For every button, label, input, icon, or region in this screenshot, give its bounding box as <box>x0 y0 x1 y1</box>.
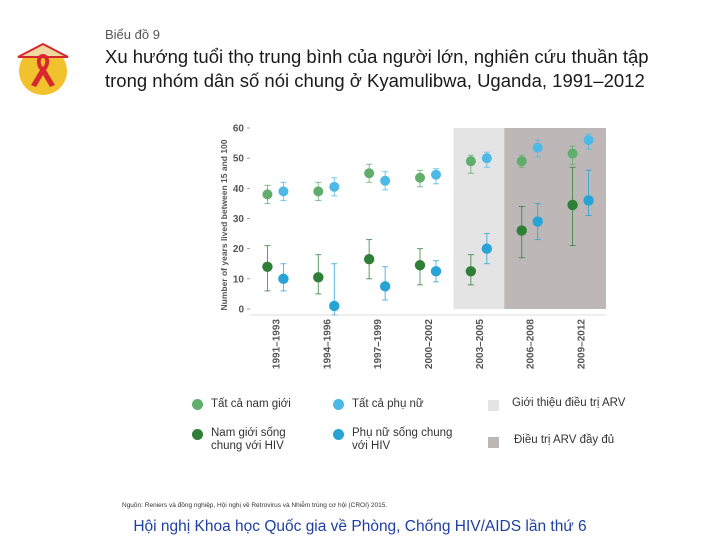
data-point <box>481 243 493 254</box>
y-tick-label: 50 <box>233 154 245 165</box>
x-tick-label: 1997–1999 <box>373 319 384 369</box>
legend-swatch-full-arv <box>488 437 499 448</box>
data-point <box>516 225 527 236</box>
data-point <box>567 199 578 211</box>
data-point <box>329 181 340 192</box>
legend-label-women-hiv: Phụ nữ sống chung với HIV <box>352 427 453 452</box>
data-point <box>380 175 391 186</box>
legend-swatch-women <box>333 399 344 410</box>
figure-number: Biểu đồ 9 <box>105 27 160 42</box>
y-axis-label: Number of years lived between 15 and 100 <box>219 139 229 310</box>
legend-swatch-men <box>192 399 203 410</box>
conference-footer: Hội nghị Khoa học Quốc gia về Phòng, Chố… <box>133 518 587 535</box>
data-point <box>262 189 273 200</box>
legend-swatch-women-hiv <box>333 429 344 440</box>
data-point <box>379 281 391 292</box>
data-point <box>329 300 340 312</box>
legend-swatch-men-hiv <box>192 429 203 440</box>
data-point <box>465 156 476 167</box>
legend-label-all-women: Tất cả phụ nữ <box>352 398 424 410</box>
legend-label-arv-intro: Giới thiệu điều trị ARV <box>512 397 626 409</box>
data-point <box>465 266 477 277</box>
x-tick-label: 2000–2002 <box>424 319 435 369</box>
x-tick-label: 1991–1993 <box>271 319 282 369</box>
y-tick-label: 20 <box>233 244 245 255</box>
logo-ribbon <box>31 54 55 87</box>
source-note: Nguồn: Reniers và đồng nghiệp, Hội nghị … <box>122 502 388 509</box>
legend-label-full-arv: Điều trị ARV đầy đủ <box>514 434 615 446</box>
x-tick-label: 2003–2005 <box>475 319 486 369</box>
y-axis: 0 10 20 30 40 50 60 <box>233 124 250 316</box>
y-tick-label: 30 <box>233 214 245 225</box>
data-point <box>313 272 324 283</box>
legend-label-all-men: Tất cả nam giới <box>211 398 291 410</box>
shaded-periods <box>453 128 606 309</box>
data-point <box>278 273 289 285</box>
data-point <box>278 186 289 197</box>
legend-label-men-hiv: Nam giới sống chung với HIV <box>211 427 286 452</box>
data-point <box>262 261 273 272</box>
data-point <box>431 169 441 180</box>
data-point <box>415 172 425 183</box>
legend-swatch-arv-intro <box>488 400 499 411</box>
y-tick-label: 40 <box>233 184 245 195</box>
data-point <box>481 153 492 164</box>
data-points <box>262 133 594 316</box>
y-tick-label: 10 <box>233 274 245 285</box>
x-tick-label: 2009–2012 <box>577 319 588 369</box>
data-point <box>583 195 594 206</box>
data-point <box>567 148 578 159</box>
x-tick-label: 2006–2008 <box>526 319 537 369</box>
x-tick-label: 1994–1996 <box>322 319 333 369</box>
chart-title: Xu hướng tuổi thọ trung bình của người l… <box>105 46 649 91</box>
data-point <box>516 156 527 167</box>
data-point <box>313 186 324 197</box>
data-point <box>430 266 442 277</box>
life-expectancy-chart: 0 10 20 30 40 50 60 Number of years lived betw… <box>219 124 606 369</box>
x-axis: 1991–1993 1994–1996 1997–1999 2000–2002 2003… <box>250 314 606 369</box>
y-tick-label: 0 <box>238 305 244 316</box>
data-point <box>532 142 543 153</box>
shaded-period-0 <box>453 128 505 309</box>
data-point <box>583 135 594 146</box>
data-point <box>532 216 543 227</box>
data-point <box>363 254 375 265</box>
data-point <box>364 168 375 179</box>
data-point <box>414 260 426 271</box>
red-ribbon-icon <box>17 42 69 95</box>
y-tick-label: 60 <box>233 124 245 135</box>
